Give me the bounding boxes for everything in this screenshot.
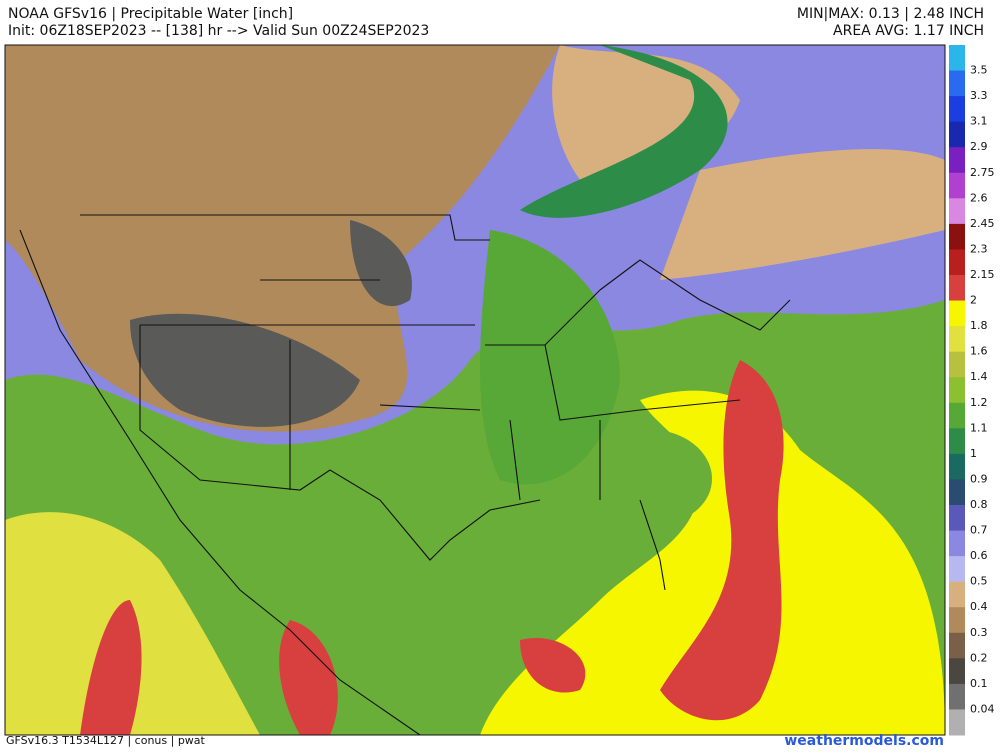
colorbar-label: 2 [970,294,977,307]
colorbar-block [949,147,965,174]
colorbar-label: 0.1 [970,677,988,690]
colorbar-block [949,428,965,455]
colorbar-block [949,300,965,327]
colorbar-block [949,249,965,276]
colorbar-label: 1.2 [970,396,988,409]
colorbar-label: 0.4 [970,600,988,613]
header-subtitle: Init: 06Z18SEP2023 -- [138] hr --> Valid… [8,23,429,39]
colorbar-label: 2.6 [970,191,988,204]
colorbar-block [949,709,965,736]
colorbar-block [949,402,965,429]
colorbar-label: 1 [970,447,977,460]
colorbar-block [949,556,965,583]
footer-site: weathermodels.com [784,733,944,749]
colorbar-block [949,607,965,634]
colorbar-label: 0.9 [970,472,988,485]
colorbar-label: 0.04 [970,702,995,715]
colorbar-block [949,172,965,199]
colorbar-label: 1.4 [970,370,988,383]
colorbar-block [949,96,965,123]
colorbar-block [949,121,965,148]
colorbar-block [949,530,965,557]
colorbar-block [949,45,965,72]
colorbar-label: 3.1 [970,115,988,128]
colorbar-block [949,479,965,506]
colorbar-label: 2.9 [970,140,988,153]
map-frame [4,44,946,736]
colorbar-label: 1.6 [970,345,988,358]
map [4,44,946,736]
colorbar-block [949,377,965,404]
colorbar-label: 2.45 [970,217,995,230]
colorbar-block [949,275,965,302]
header-area-avg: AREA AVG: 1.17 INCH [833,23,984,39]
colorbar-label: 1.8 [970,319,988,332]
colorbar-label: 0.7 [970,524,988,537]
colorbar-label: 0.5 [970,575,988,588]
colorbar: 3.5 3.3 3.1 2.9 2.75 2.6 2.45 2.3 2.15 2 1.8 1.6 1.4… [949,45,995,736]
header-title: NOAA GFSv16 | Precipitable Water [inch] [8,6,293,22]
footer-model: GFSv16.3 T1534L127 | conus | pwat [6,734,206,747]
colorbar-label: 2.15 [970,268,995,281]
colorbar-label: 0.6 [970,549,988,562]
colorbar-label: 2.3 [970,242,988,255]
colorbar-block [949,505,965,532]
colorbar-block [949,658,965,685]
colorbar-label: 0.8 [970,498,988,511]
colorbar-block [949,223,965,250]
header-minmax: MIN|MAX: 0.13 | 2.48 INCH [797,6,984,22]
colorbar-block [949,632,965,659]
colorbar-block [949,326,965,353]
colorbar-label: 1.1 [970,421,988,434]
colorbar-block [949,683,965,710]
colorbar-block [949,581,965,608]
colorbar-label: 0.2 [970,651,988,664]
colorbar-block [949,70,965,97]
colorbar-label: 2.75 [970,166,995,179]
colorbar-block [949,351,965,378]
colorbar-block [949,453,965,480]
colorbar-label: 0.3 [970,626,988,639]
colorbar-block [949,198,965,225]
colorbar-label: 3.3 [970,89,988,102]
colorbar-label: 3.5 [970,64,988,77]
